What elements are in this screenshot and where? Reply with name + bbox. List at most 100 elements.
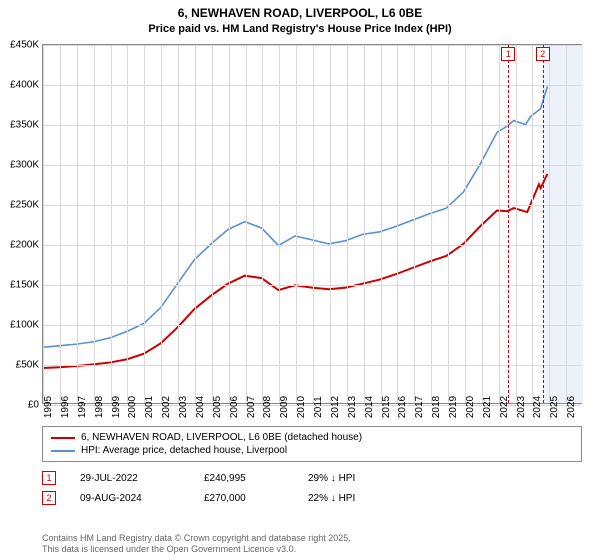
y-axis-label: £0	[28, 400, 39, 411]
gridline-h	[43, 285, 581, 286]
gridline-h	[43, 125, 581, 126]
x-axis-label: 2003	[178, 396, 189, 418]
gridline-v	[414, 45, 415, 403]
x-axis-label: 2018	[431, 396, 442, 418]
gridline-v	[499, 45, 500, 403]
sales-row-1: 1 29-JUL-2022 £240,995 29% ↓ HPI	[42, 468, 582, 488]
marker-box: 2	[536, 47, 550, 61]
gridline-v	[195, 45, 196, 403]
gridline-v	[262, 45, 263, 403]
legend-row-property: 6, NEWHAVEN ROAD, LIVERPOOL, L6 0BE (det…	[51, 431, 573, 444]
chart-title: 6, NEWHAVEN ROAD, LIVERPOOL, L6 0BE Pric…	[0, 0, 600, 36]
legend-swatch-property	[51, 437, 75, 439]
gridline-v	[43, 45, 44, 403]
x-axis-label: 2017	[414, 396, 425, 418]
sale-date-1: 29-JUL-2022	[80, 473, 180, 484]
gridline-h	[43, 85, 581, 86]
y-axis-label: £300K	[10, 160, 39, 171]
plot-area: £0£50K£100K£150K£200K£250K£300K£350K£400…	[42, 44, 582, 404]
chart-svg	[43, 45, 581, 403]
sale-marker-2: 2	[42, 491, 56, 505]
x-axis-label: 2004	[195, 396, 206, 418]
gridline-v	[431, 45, 432, 403]
gridline-v	[516, 45, 517, 403]
marker-box: 1	[501, 47, 515, 61]
gridline-v	[178, 45, 179, 403]
gridline-h	[43, 45, 581, 46]
gridline-v	[246, 45, 247, 403]
sale-date-2: 09-AUG-2024	[80, 493, 180, 504]
x-axis-label: 2019	[448, 396, 459, 418]
gridline-v	[566, 45, 567, 403]
gridline-v	[279, 45, 280, 403]
x-axis-label: 2016	[397, 396, 408, 418]
sale-pct-1: 29% ↓ HPI	[308, 473, 408, 484]
gridline-v	[161, 45, 162, 403]
x-axis-label: 1997	[77, 396, 88, 418]
gridline-v	[60, 45, 61, 403]
x-axis-label: 2013	[347, 396, 358, 418]
x-axis-label: 2023	[516, 396, 527, 418]
x-axis-label: 2010	[296, 396, 307, 418]
sale-price-1: £240,995	[204, 473, 284, 484]
gridline-v	[229, 45, 230, 403]
footnote: Contains HM Land Registry data © Crown c…	[42, 533, 351, 556]
x-axis-label: 2007	[246, 396, 257, 418]
gridline-v	[549, 45, 550, 403]
footnote-line-2: This data is licensed under the Open Gov…	[42, 544, 351, 556]
marker-line	[543, 45, 544, 403]
x-axis-label: 2026	[566, 396, 577, 418]
sales-table: 1 29-JUL-2022 £240,995 29% ↓ HPI 2 09-AU…	[42, 468, 582, 508]
x-axis-label: 2011	[313, 396, 324, 418]
legend-row-hpi: HPI: Average price, detached house, Live…	[51, 444, 573, 457]
x-axis-label: 2025	[549, 396, 560, 418]
gridline-v	[397, 45, 398, 403]
gridline-v	[482, 45, 483, 403]
x-axis-label: 2001	[144, 396, 155, 418]
x-axis-label: 2015	[381, 396, 392, 418]
x-axis-label: 2020	[465, 396, 476, 418]
legend-label-hpi: HPI: Average price, detached house, Live…	[81, 445, 287, 456]
y-axis-label: £250K	[10, 200, 39, 211]
x-axis-label: 2012	[330, 396, 341, 418]
sale-price-2: £270,000	[204, 493, 284, 504]
footnote-line-1: Contains HM Land Registry data © Crown c…	[42, 533, 351, 545]
gridline-v	[364, 45, 365, 403]
y-axis-label: £100K	[10, 320, 39, 331]
y-axis-label: £400K	[10, 80, 39, 91]
gridline-v	[296, 45, 297, 403]
gridline-v	[448, 45, 449, 403]
gridline-v	[77, 45, 78, 403]
gridline-h	[43, 165, 581, 166]
gridline-v	[94, 45, 95, 403]
gridline-v	[313, 45, 314, 403]
x-axis-label: 2021	[482, 396, 493, 418]
x-axis-label: 1999	[111, 396, 122, 418]
x-axis-label: 1996	[60, 396, 71, 418]
x-axis-label: 2014	[364, 396, 375, 418]
gridline-v	[532, 45, 533, 403]
x-axis-label: 2006	[229, 396, 240, 418]
legend-box: 6, NEWHAVEN ROAD, LIVERPOOL, L6 0BE (det…	[42, 426, 582, 462]
sale-marker-1: 1	[42, 471, 56, 485]
legend-label-property: 6, NEWHAVEN ROAD, LIVERPOOL, L6 0BE (det…	[81, 432, 362, 443]
x-axis-label: 2002	[161, 396, 172, 418]
gridline-h	[43, 245, 581, 246]
y-axis-label: £450K	[10, 40, 39, 51]
x-axis-label: 2008	[262, 396, 273, 418]
legend-swatch-hpi	[51, 450, 75, 452]
x-axis-label: 2000	[127, 396, 138, 418]
x-axis-label: 2009	[279, 396, 290, 418]
legend-area: 6, NEWHAVEN ROAD, LIVERPOOL, L6 0BE (det…	[42, 426, 582, 508]
chart-container: 6, NEWHAVEN ROAD, LIVERPOOL, L6 0BE Pric…	[0, 0, 600, 560]
gridline-v	[144, 45, 145, 403]
gridline-v	[127, 45, 128, 403]
x-axis-label: 2005	[212, 396, 223, 418]
gridline-h	[43, 205, 581, 206]
gridline-v	[347, 45, 348, 403]
gridline-h	[43, 365, 581, 366]
gridline-h	[43, 325, 581, 326]
gridline-v	[330, 45, 331, 403]
title-line-2: Price paid vs. HM Land Registry's House …	[0, 22, 600, 36]
y-axis-label: £350K	[10, 120, 39, 131]
